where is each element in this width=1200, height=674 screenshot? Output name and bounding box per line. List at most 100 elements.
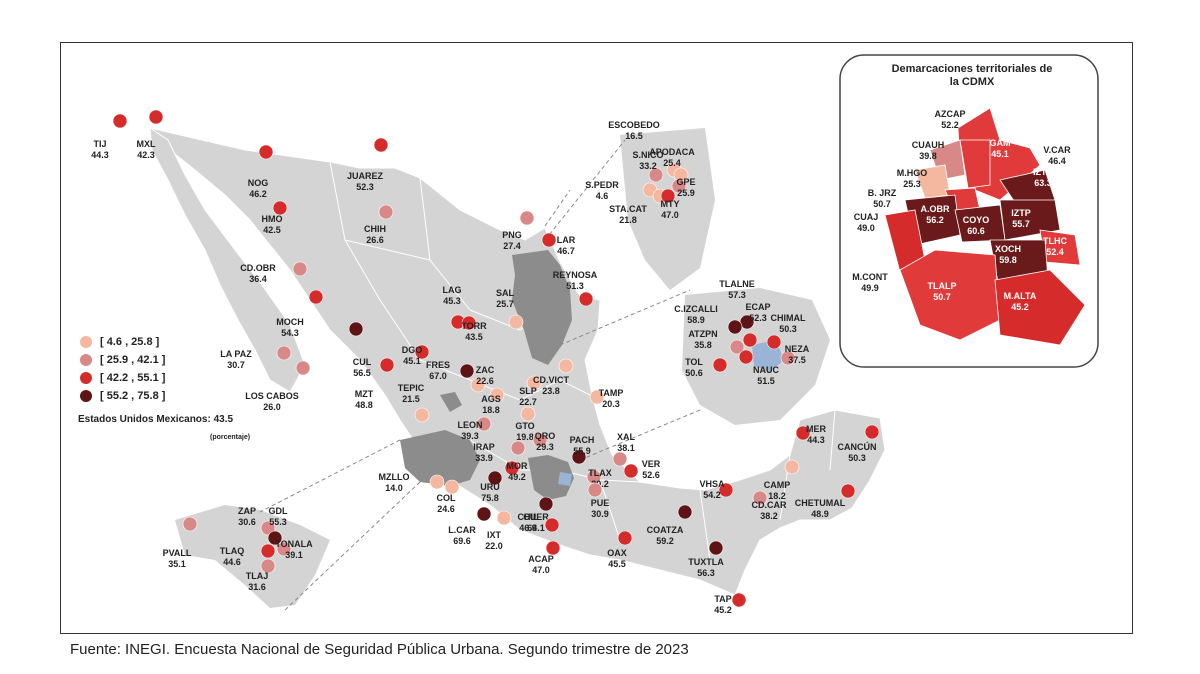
city-value: 54.3 <box>281 328 299 338</box>
city-dot <box>308 289 324 305</box>
city-value: 56.3 <box>697 568 715 578</box>
city-name: COATZA <box>647 525 684 535</box>
city-name: COL <box>437 493 457 503</box>
cdmx-district-value: 55.7 <box>1012 219 1030 229</box>
city-dot <box>276 541 292 557</box>
city-value: 46.2 <box>249 189 267 199</box>
cdmx-district-value: 56.2 <box>926 215 944 225</box>
city-name: TAP <box>714 594 731 604</box>
city-dot <box>729 339 745 355</box>
city-dot <box>295 360 311 376</box>
city-name: PUE <box>591 498 610 508</box>
city-dot <box>589 389 605 405</box>
city-name: CHIH <box>364 224 386 234</box>
national-value: 43.5 <box>213 414 234 425</box>
city-name: NOG <box>248 178 269 188</box>
city-name: TORR <box>461 321 487 331</box>
city-value: 20.3 <box>602 399 620 409</box>
city-dot <box>677 504 693 520</box>
city-value: 35.1 <box>168 559 186 569</box>
cdmx-district-name: COYO <box>963 215 990 225</box>
cdmx-district-name: M.HGO <box>897 168 928 178</box>
city-name: CD.VICT <box>533 375 570 385</box>
city-dot <box>623 463 639 479</box>
city-dot <box>612 451 628 467</box>
city-value: 42.5 <box>263 225 281 235</box>
city-value: 44.3 <box>91 150 109 160</box>
city-name: QRO <box>535 431 556 441</box>
cdmx-district-value: 45.2 <box>1011 302 1029 312</box>
city-dot <box>571 449 587 465</box>
cdmx-district-value: 25.3 <box>903 179 921 189</box>
legend-item: [ 25.9 , 42.1 ] <box>80 354 165 366</box>
city-value: 38.1 <box>617 443 635 453</box>
cdmx-district-name: CUAUH <box>912 140 945 150</box>
city-value: 26.6 <box>366 235 384 245</box>
city-value: 30.7 <box>227 360 245 370</box>
cdmx-district-name: B. JRZ <box>868 188 897 198</box>
city-name: GDL <box>269 506 289 516</box>
city-name: IXT <box>487 530 502 540</box>
city-value: 33.2 <box>639 161 657 171</box>
city-dot <box>510 440 526 456</box>
city-name: FRES <box>426 360 450 370</box>
city-name: MZT <box>355 389 374 399</box>
national-average: Estados Unidos Mexicanos: 43.5 <box>78 414 233 425</box>
cdmx-district-value: 60.6 <box>967 226 985 236</box>
city-name: MXL <box>137 139 157 149</box>
city-name: SLP <box>519 386 537 396</box>
city-name: TLAQ <box>220 546 245 556</box>
legend-swatch <box>80 372 92 384</box>
city-name: IRAP <box>473 442 495 452</box>
city-name: C.IZCALLI <box>674 304 718 314</box>
city-value: 44.3 <box>807 435 825 445</box>
legend-label: [ 42.2 , 55.1 ] <box>100 372 166 384</box>
city-name: CAMP <box>764 480 791 490</box>
city-value: 75.8 <box>481 493 499 503</box>
city-value: 21.8 <box>619 215 637 225</box>
cdmx-district-name: TLALP <box>928 281 957 291</box>
city-name: TAMP <box>599 388 624 398</box>
city-value: 48.9 <box>811 509 829 519</box>
city-name: CHIL <box>518 512 539 522</box>
durango-gray-area <box>440 392 462 412</box>
city-value: 69.6 <box>453 536 471 546</box>
city-dot <box>414 344 430 360</box>
guadalajara-inset-shape <box>175 505 330 608</box>
city-dot <box>470 377 486 393</box>
city-dot <box>496 510 512 526</box>
cdmx-district-name: M.CONT <box>852 272 888 282</box>
city-dot <box>267 530 283 546</box>
legend-item: [ 4.6 , 25.8 ] <box>80 336 159 348</box>
city-value: 50.3 <box>848 453 866 463</box>
city-dot <box>648 167 664 183</box>
legend-swatch <box>80 390 92 402</box>
legend-label: [ 55.2 , 75.8 ] <box>100 390 166 402</box>
city-dot <box>558 358 574 374</box>
cdmx-metro-blue <box>558 472 572 486</box>
city-value: 48.8 <box>355 400 373 410</box>
cdmx-district-value: 50.7 <box>873 199 891 209</box>
city-dot <box>727 319 743 335</box>
